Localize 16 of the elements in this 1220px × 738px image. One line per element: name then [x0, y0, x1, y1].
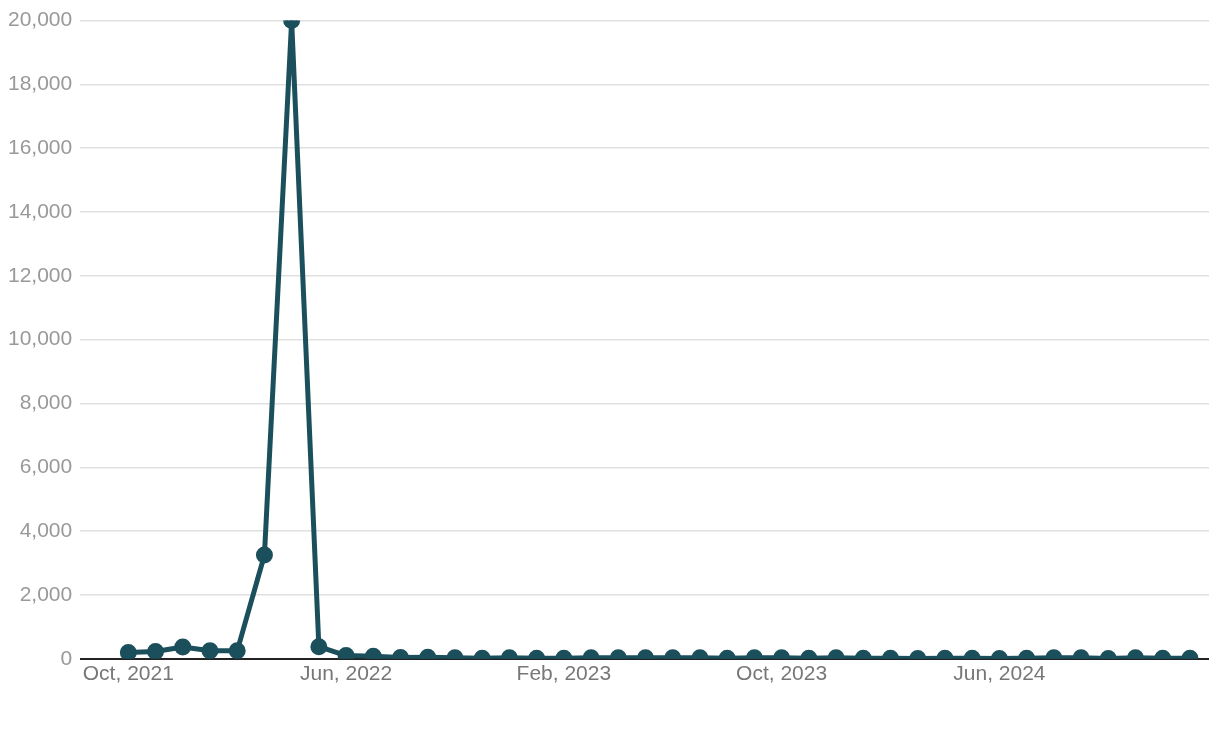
y-tick-label: 0 — [60, 645, 73, 669]
y-tick-label: 12,000 — [8, 262, 73, 286]
x-tick-label: Jun, 2022 — [299, 661, 393, 685]
y-tick-label: 20,000 — [8, 7, 73, 31]
y-tick-label: 8,000 — [19, 390, 73, 414]
y-tick-label: 4,000 — [19, 517, 73, 541]
y-tick-label: 18,000 — [8, 71, 73, 95]
y-tick-label: 6,000 — [19, 454, 73, 478]
y-tick-label: 10,000 — [8, 326, 73, 350]
x-tick-label: Feb, 2023 — [516, 661, 612, 685]
y-tick-label: 14,000 — [8, 198, 73, 222]
x-tick-label: Oct, 2021 — [82, 661, 174, 685]
x-tick-label: Oct, 2023 — [736, 661, 828, 685]
y-tick-label: 16,000 — [8, 135, 73, 159]
x-tick-label: Jun, 2024 — [953, 661, 1046, 685]
y-tick-label: 2,000 — [19, 581, 73, 605]
